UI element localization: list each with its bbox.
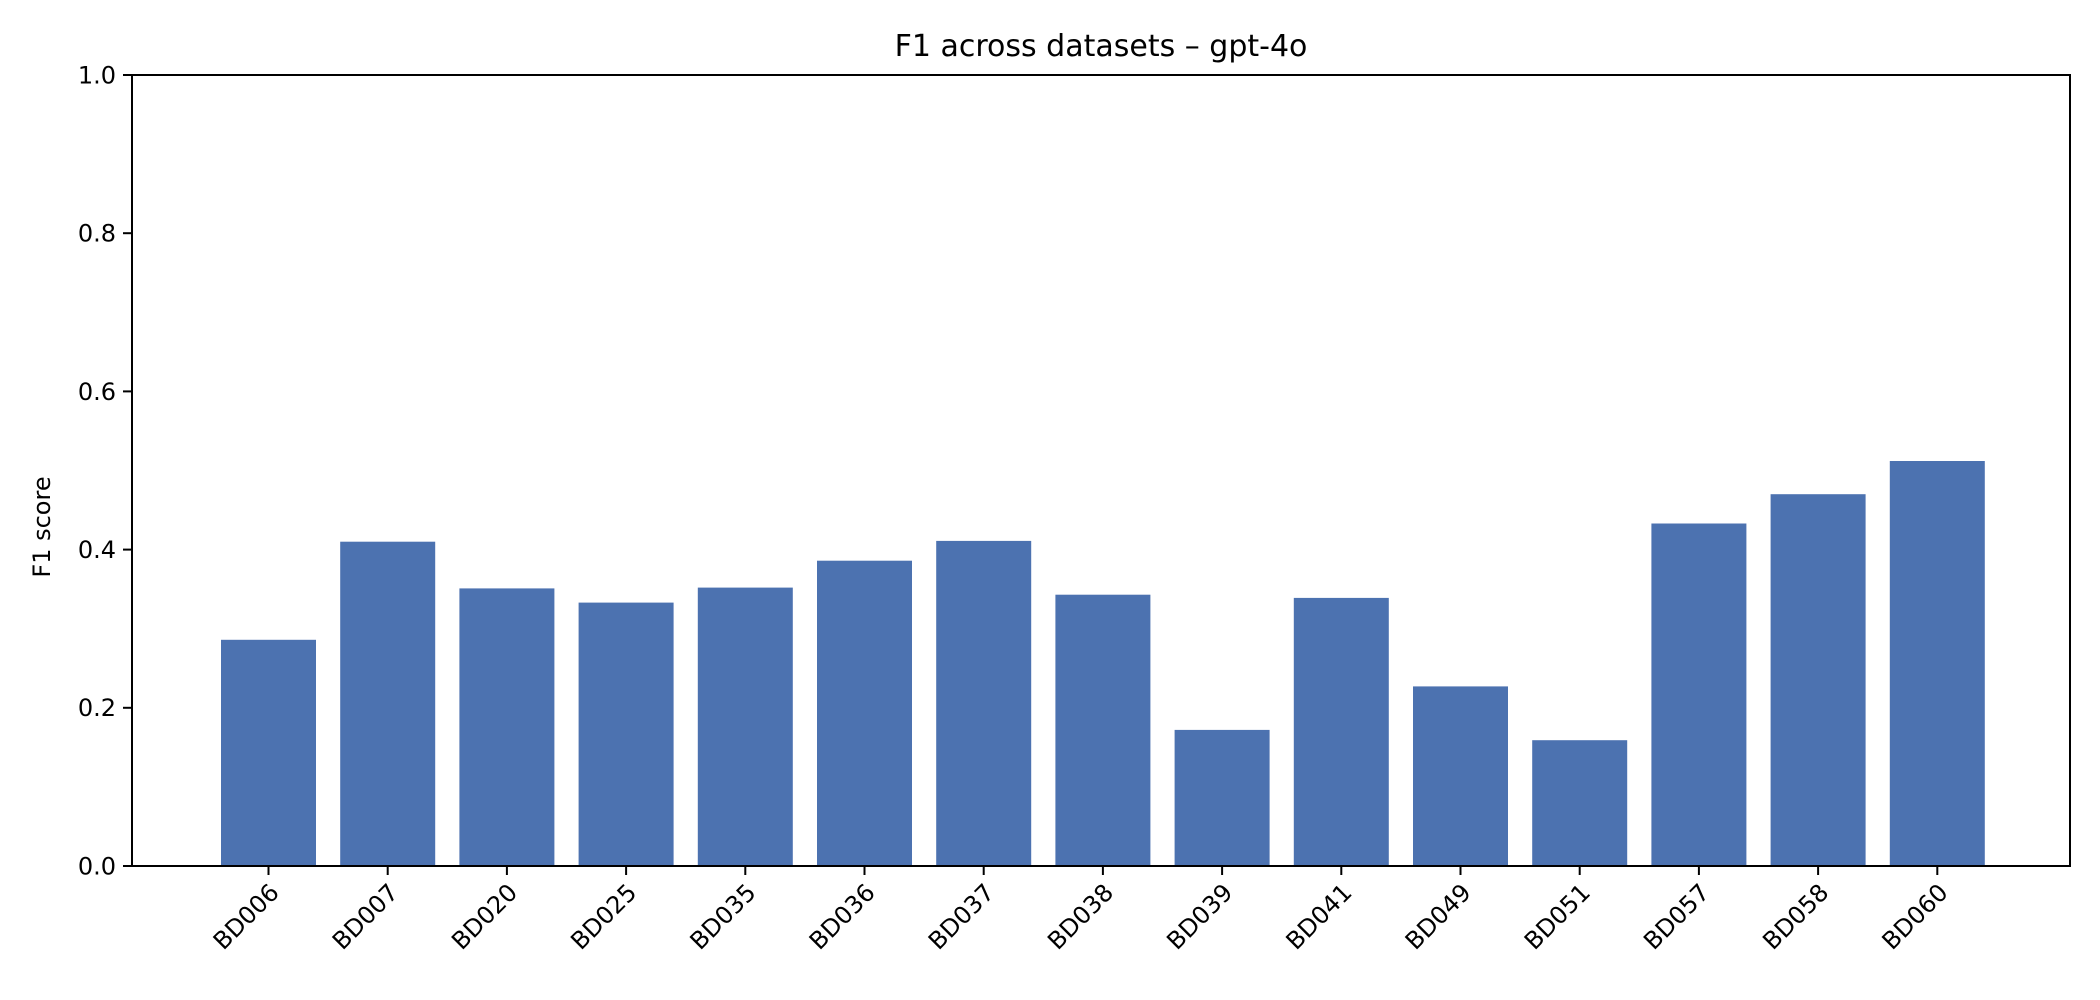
y-tick-label: 1.0 bbox=[78, 61, 116, 89]
bar-bd057 bbox=[1651, 523, 1747, 866]
bar-bd058 bbox=[1770, 494, 1866, 866]
bar-bd036 bbox=[817, 560, 912, 866]
bar-bd060 bbox=[1889, 461, 1985, 866]
bar-bd035 bbox=[697, 587, 793, 866]
plot-frame bbox=[131, 74, 2071, 867]
x-tick-label: BD006 bbox=[208, 878, 285, 955]
x-tick-label: BD020 bbox=[446, 878, 523, 955]
y-tick-label: 0.2 bbox=[78, 694, 116, 722]
bar-bd038 bbox=[1055, 594, 1151, 866]
bar-bd037 bbox=[936, 540, 1032, 866]
x-tick-label: BD036 bbox=[804, 878, 881, 955]
x-tick-label: BD025 bbox=[565, 878, 642, 955]
bar-bd007 bbox=[340, 541, 436, 866]
bar-bd051 bbox=[1532, 740, 1628, 866]
x-tick-label: BD057 bbox=[1638, 878, 1715, 955]
y-axis-ticks: 0.0 0.2 0.4 0.6 0.8 1.0 bbox=[78, 61, 132, 880]
bar-bd020 bbox=[459, 588, 555, 866]
bar-bd039 bbox=[1174, 729, 1270, 866]
bar-bd049 bbox=[1413, 686, 1508, 866]
x-tick-label: BD037 bbox=[923, 878, 1000, 955]
x-axis-ticks: BD006 BD007 BD020 BD025 BD035 BD036 BD037 BD038… bbox=[208, 866, 1954, 955]
x-tick-label: BD007 bbox=[327, 878, 404, 955]
bar-bd006 bbox=[221, 639, 316, 866]
x-tick-label: BD051 bbox=[1519, 878, 1596, 955]
y-tick-label: 0.6 bbox=[78, 378, 116, 406]
x-tick-label: BD060 bbox=[1877, 878, 1954, 955]
y-tick-label: 0.8 bbox=[78, 220, 116, 248]
y-tick-label: 0.4 bbox=[78, 536, 116, 564]
chart-title: F1 across datasets – gpt-4o bbox=[895, 29, 1308, 64]
bar-bd041 bbox=[1293, 597, 1389, 866]
y-tick-label: 0.0 bbox=[78, 852, 116, 880]
x-tick-label: BD035 bbox=[685, 878, 762, 955]
x-tick-label: BD039 bbox=[1161, 878, 1238, 955]
x-tick-label: BD049 bbox=[1400, 878, 1477, 955]
bar-bd025 bbox=[578, 602, 674, 866]
y-axis-label: F1 score bbox=[28, 476, 56, 577]
x-tick-label: BD038 bbox=[1042, 878, 1119, 955]
bars-group bbox=[221, 461, 1985, 866]
x-tick-label: BD041 bbox=[1281, 878, 1358, 955]
x-tick-label: BD058 bbox=[1757, 878, 1834, 955]
